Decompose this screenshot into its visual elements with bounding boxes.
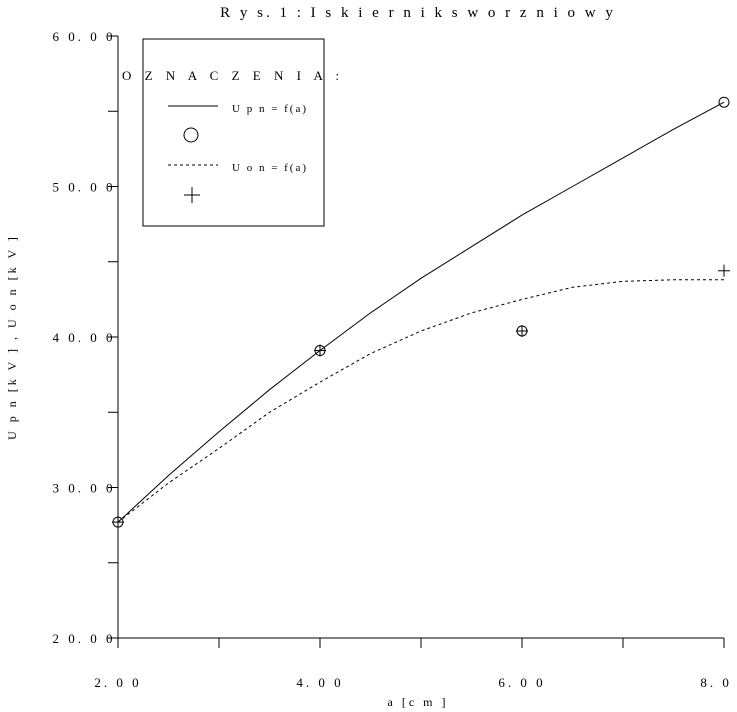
x-tick-label: 6. 0 0 xyxy=(498,675,545,690)
y-tick-label: 2 0. 0 0 xyxy=(53,631,116,646)
series-line-1 xyxy=(117,101,725,523)
series-line-2 xyxy=(117,279,724,523)
legend-plus-marker-icon xyxy=(184,187,200,203)
legend-circle-marker-icon xyxy=(183,127,199,143)
x-axis-title: a [c m ] xyxy=(388,695,449,709)
x-tick-label: 2. 0 0 xyxy=(94,675,141,690)
legend: O Z N A C Z E N I A : U p n = f(a) U o n… xyxy=(122,38,344,227)
ticks xyxy=(108,35,725,648)
legend-label-upn: U p n = f(a) xyxy=(232,103,308,115)
legend-box xyxy=(142,38,325,227)
tick-labels: 2 0. 0 0 3 0. 0 0 4 0. 0 0 5 0. 0 0 6 0. 0 0… xyxy=(53,29,737,690)
plus-marker xyxy=(718,264,730,277)
chart-title: R y s. 1 : I s k i e r n i k s w o r z n… xyxy=(220,5,616,21)
series-markers xyxy=(112,96,730,529)
x-tick-label: 4. 0 0 xyxy=(296,675,343,690)
y-tick-label: 3 0. 0 0 xyxy=(53,481,116,496)
y-axis-title: U p n [k V ] , U o n [k V ] xyxy=(5,234,19,440)
plus-marker xyxy=(112,516,124,529)
y-tick-label: 6 0. 0 0 xyxy=(53,29,116,44)
circle-marker xyxy=(718,96,730,108)
x-tick-label: 8. 0 0 xyxy=(700,675,737,690)
legend-title: O Z N A C Z E N I A : xyxy=(122,68,344,83)
plus-marker xyxy=(314,344,326,357)
y-tick-label: 5 0. 0 0 xyxy=(53,180,116,195)
legend-label-uon: U o n = f(a) xyxy=(232,162,308,174)
series-curves xyxy=(117,101,725,523)
plus-marker xyxy=(516,324,528,337)
y-tick-label: 4 0. 0 0 xyxy=(53,330,116,345)
